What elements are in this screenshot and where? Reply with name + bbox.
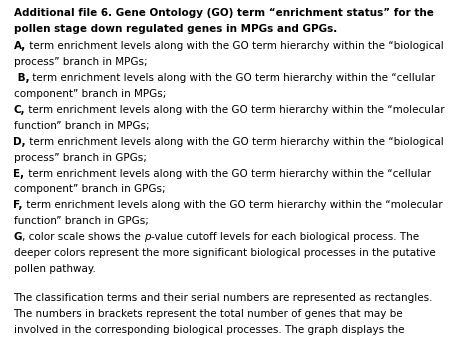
Text: E,: E,: [14, 169, 25, 178]
Text: -value cutoff levels for each biological process. The: -value cutoff levels for each biological…: [151, 233, 419, 242]
Text: term enrichment levels along with the GO term hierarchy within the “molecular: term enrichment levels along with the GO…: [23, 200, 443, 211]
Text: B,: B,: [14, 73, 29, 83]
Text: function” branch in MPGs;: function” branch in MPGs;: [14, 121, 149, 130]
Text: term enrichment levels along with the GO term hierarchy within the “molecular: term enrichment levels along with the GO…: [25, 105, 445, 115]
Text: pollen stage down regulated genes in MPGs and GPGs.: pollen stage down regulated genes in MPG…: [14, 24, 337, 34]
Text: pollen pathway.: pollen pathway.: [14, 264, 95, 274]
Text: term enrichment levels along with the GO term hierarchy within the “biological: term enrichment levels along with the GO…: [26, 137, 444, 147]
Text: Additional file 6. Gene Ontology (GO) term “enrichment status” for the: Additional file 6. Gene Ontology (GO) te…: [14, 8, 433, 18]
Text: D,: D,: [14, 137, 26, 147]
Text: component” branch in GPGs;: component” branch in GPGs;: [14, 185, 165, 194]
Text: term enrichment levels along with the GO term hierarchy within the “biological: term enrichment levels along with the GO…: [26, 41, 444, 51]
Text: deeper colors represent the more significant biological processes in the putativ: deeper colors represent the more signifi…: [14, 248, 435, 258]
Text: The numbers in brackets represent the total number of genes that may be: The numbers in brackets represent the to…: [14, 309, 403, 319]
Text: C,: C,: [14, 105, 25, 115]
Text: term enrichment levels along with the GO term hierarchy within the “cellular: term enrichment levels along with the GO…: [29, 73, 435, 83]
Text: The classification terms and their serial numbers are represented as rectangles.: The classification terms and their seria…: [14, 293, 433, 303]
Text: G: G: [14, 233, 22, 242]
Text: component” branch in MPGs;: component” branch in MPGs;: [14, 89, 166, 99]
Text: F,: F,: [14, 200, 23, 211]
Text: process” branch in MPGs;: process” branch in MPGs;: [14, 57, 147, 67]
Text: A,: A,: [14, 41, 26, 51]
Text: function” branch in GPGs;: function” branch in GPGs;: [14, 216, 149, 226]
Text: involved in the corresponding biological processes. The graph displays the: involved in the corresponding biological…: [14, 325, 404, 335]
Text: p: p: [144, 233, 151, 242]
Text: process” branch in GPGs;: process” branch in GPGs;: [14, 152, 146, 163]
Text: , color scale shows the: , color scale shows the: [22, 233, 144, 242]
Text: term enrichment levels along with the GO term hierarchy within the “cellular: term enrichment levels along with the GO…: [25, 169, 431, 178]
